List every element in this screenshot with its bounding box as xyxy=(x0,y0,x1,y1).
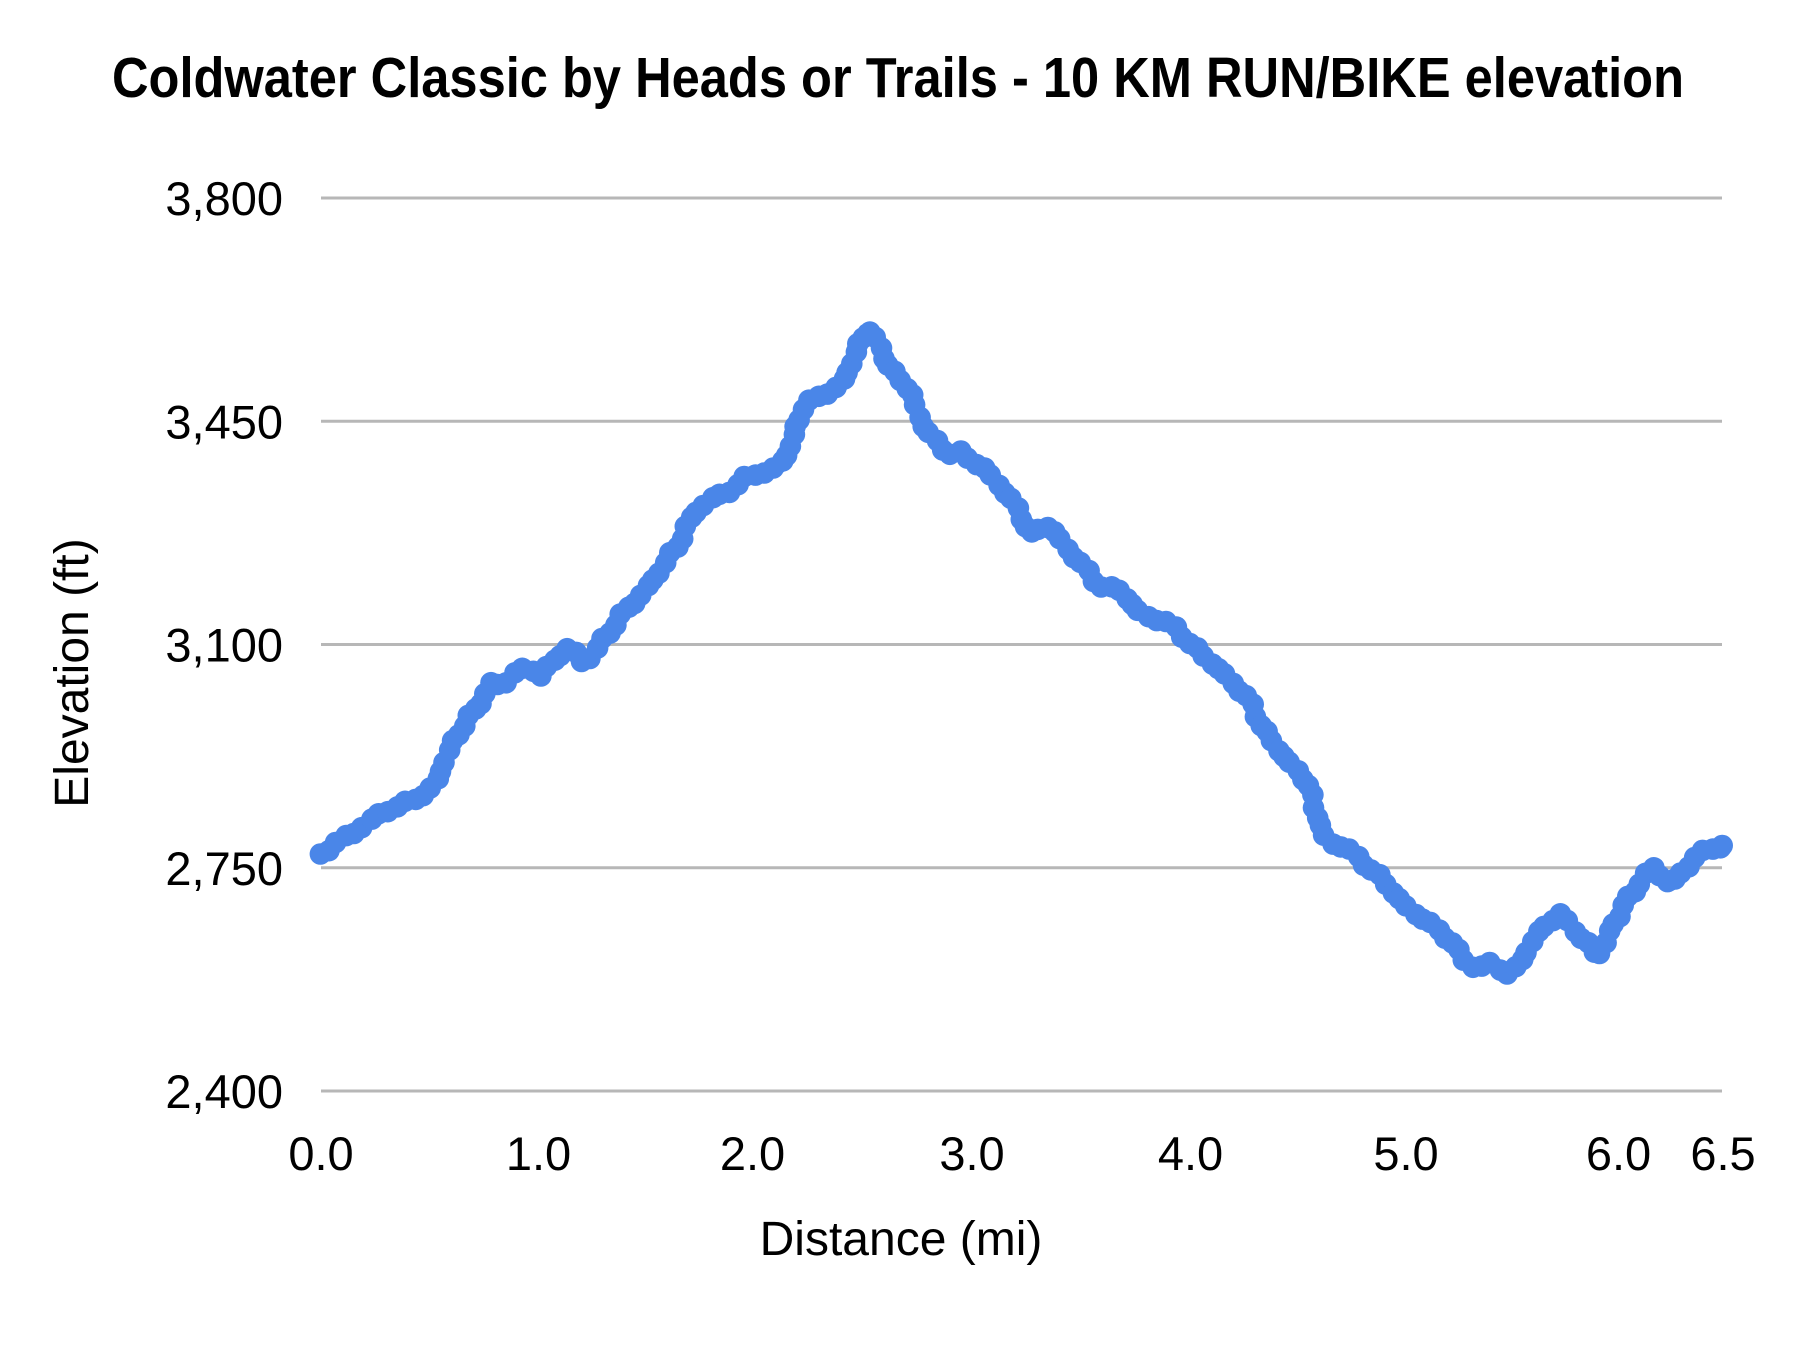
svg-text:6.5: 6.5 xyxy=(1690,1127,1755,1180)
svg-text:5.0: 5.0 xyxy=(1373,1127,1438,1180)
svg-text:2,400: 2,400 xyxy=(165,1065,283,1118)
svg-text:6.0: 6.0 xyxy=(1586,1127,1651,1180)
svg-text:3,100: 3,100 xyxy=(165,619,283,672)
svg-text:4.0: 4.0 xyxy=(1158,1127,1223,1180)
svg-text:3,450: 3,450 xyxy=(165,395,283,448)
svg-text:2.0: 2.0 xyxy=(720,1127,785,1180)
svg-text:Distance (mi): Distance (mi) xyxy=(760,1213,1043,1266)
svg-text:1.0: 1.0 xyxy=(506,1127,571,1180)
svg-text:Elevation (ft): Elevation (ft) xyxy=(46,538,99,807)
svg-text:3,800: 3,800 xyxy=(165,172,283,225)
svg-text:0.0: 0.0 xyxy=(288,1127,353,1180)
svg-text:3.0: 3.0 xyxy=(939,1127,1004,1180)
svg-text:Coldwater Classic by Heads or: Coldwater Classic by Heads or Trails - 1… xyxy=(112,46,1684,110)
svg-text:2,750: 2,750 xyxy=(165,842,283,895)
